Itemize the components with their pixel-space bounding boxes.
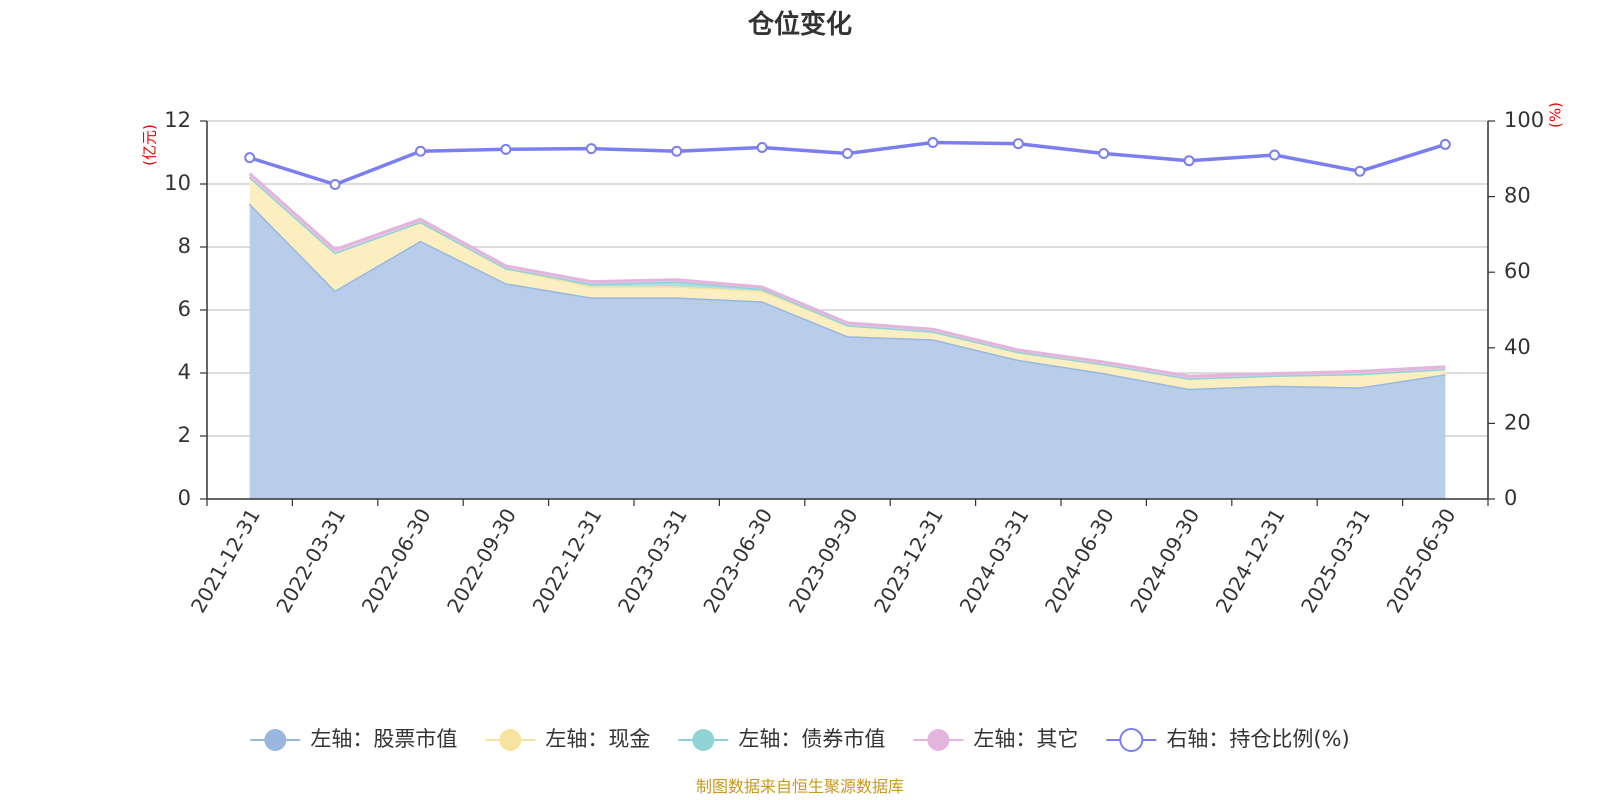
ratio-point [500,143,512,155]
legend-label: 左轴：其它 [973,727,1078,751]
ratio-point [842,148,853,160]
right-tick-label: 0 [1504,486,1517,510]
ratio-point [756,141,768,153]
legend-circle-marker [1119,728,1144,752]
legend-circle-marker [927,729,950,751]
x-tick-label: 2023-06-30 [698,504,777,617]
right-tick-label: 80 [1504,184,1531,208]
legend-item: 左轴：股票市值 [250,727,457,751]
legend-label: 左轴：债券市值 [738,727,885,751]
left-tick-label: 12 [164,108,191,132]
x-tick-label: 2021-12-31 [186,504,265,617]
stacked-areas [248,172,1446,499]
right-tick-label: 100 [1504,108,1544,132]
ratio-point [1269,149,1280,161]
ratio-point [415,145,426,157]
legend-circle-marker [499,729,522,751]
x-tick-label: 2024-09-30 [1125,504,1204,617]
x-tick-label: 2024-03-31 [954,504,1033,617]
x-tick-label: 2022-09-30 [442,504,521,617]
area-edge-左轴：其它 [248,172,1446,378]
ratio-point [1439,138,1451,150]
left-tick-label: 4 [178,360,191,384]
legend-item: 右轴：持仓比例(%) [1106,727,1350,752]
legend-item: 左轴：债券市值 [678,727,885,751]
left-tick-label: 10 [164,171,191,195]
ratio-point [329,179,341,191]
ratio-point [1098,148,1110,160]
legend-item: 左轴：现金 [485,727,650,751]
legend: 左轴：股票市值 左轴：现金 左轴：债券市值 左轴：其它 右轴：持仓比例(%) [250,727,1350,752]
left-tick-label: 0 [178,486,191,510]
right-tick-label: 20 [1504,410,1531,434]
x-tick-label: 2023-09-30 [784,504,863,617]
x-tick-label: 2023-03-31 [613,504,692,617]
x-tick-label: 2024-06-30 [1040,504,1119,617]
left-tick-label: 2 [178,423,191,447]
x-tick-label: 2022-12-31 [527,504,606,617]
x-tick-label: 2023-12-31 [869,504,948,617]
ratio-line-series [244,137,1451,191]
legend-circle-marker [692,729,715,751]
x-tick-label: 2022-03-31 [271,504,350,617]
ratio-point [927,137,939,149]
legend-circle-marker [264,729,287,751]
ratio-point [585,143,597,155]
data-source-note: 制图数据来自恒生聚源数据库 [696,777,904,796]
area-左轴：股票市值 [249,203,1446,499]
x-tick-label: 2025-06-30 [1381,504,1460,617]
ratio-point [1354,165,1366,177]
ratio-point [1183,155,1195,167]
legend-label: 左轴：现金 [545,727,650,751]
ratio-point [671,145,683,157]
x-tick-label: 2022-06-30 [357,504,436,617]
left-axis-unit: (亿元) [141,124,159,166]
chart-title: 仓位变化 [747,9,852,40]
legend-label: 右轴：持仓比例(%) [1166,727,1349,751]
left-tick-label: 8 [178,234,191,258]
ratio-point [244,152,256,164]
ratio-point [1012,138,1024,150]
x-tick-label: 2025-03-31 [1296,504,1375,617]
x-tick-label: 2024-12-31 [1211,504,1290,617]
left-tick-label: 6 [178,297,191,321]
right-tick-label: 40 [1504,335,1531,359]
right-tick-label: 60 [1504,259,1531,283]
legend-label: 左轴：股票市值 [310,727,457,751]
right-axis-unit: (%) [1547,102,1565,128]
legend-item: 左轴：其它 [913,727,1078,751]
